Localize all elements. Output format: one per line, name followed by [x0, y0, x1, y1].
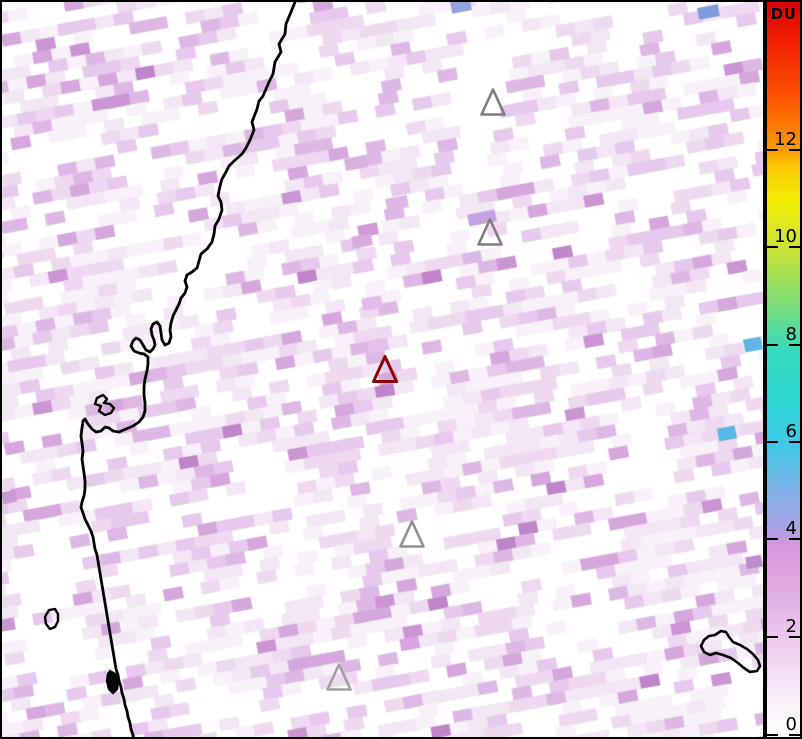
- tick-mark-left: [767, 441, 778, 443]
- map-area: [0, 0, 765, 739]
- coastline-and-markers-layer: [43, 2, 762, 737]
- lake-outline: [699, 629, 762, 674]
- volcano-marker-gray-3: [399, 520, 425, 548]
- tick-mark-right: [789, 441, 800, 443]
- tick-mark-left: [767, 246, 778, 248]
- small-oval-island: [43, 607, 60, 631]
- colorbar-unit-label: DU: [770, 5, 797, 23]
- colorbar-tick-label: 10: [774, 226, 797, 247]
- colorbar: 12 10 8 6 4 2 0 DU: [765, 0, 802, 739]
- coastline: [79, 2, 297, 737]
- colorbar-tick-label: 8: [785, 324, 797, 345]
- colorbar-tick-label: 12: [774, 129, 797, 150]
- tick-mark-right: [789, 246, 800, 248]
- tick-mark-right: [789, 734, 800, 736]
- volcano-marker-gray-1: [480, 88, 506, 116]
- colorbar-tick-label: 4: [785, 518, 797, 539]
- colorbar-tick-label: 0: [785, 714, 797, 735]
- volcano-marker-gray-2: [477, 218, 503, 246]
- colorbar-tick-label: 6: [785, 421, 797, 442]
- peninsula-island: [93, 393, 116, 417]
- volcano-marker-active: [372, 355, 398, 383]
- volcano-marker-gray-4: [326, 663, 352, 691]
- tick-mark-left: [767, 734, 778, 736]
- colorbar-tick-label: 2: [785, 616, 797, 637]
- tick-mark-right: [789, 149, 800, 151]
- tick-mark-right: [789, 636, 800, 638]
- tick-mark-left: [767, 344, 778, 346]
- colorbar-gradient: [767, 2, 800, 737]
- tick-mark-left: [767, 149, 778, 151]
- tick-mark-right: [789, 344, 800, 346]
- pixel-swath-canvas: [2, 2, 763, 737]
- tick-mark-right: [789, 538, 800, 540]
- tick-mark-left: [767, 636, 778, 638]
- coastal-blob: [105, 669, 120, 695]
- tick-mark-left: [767, 538, 778, 540]
